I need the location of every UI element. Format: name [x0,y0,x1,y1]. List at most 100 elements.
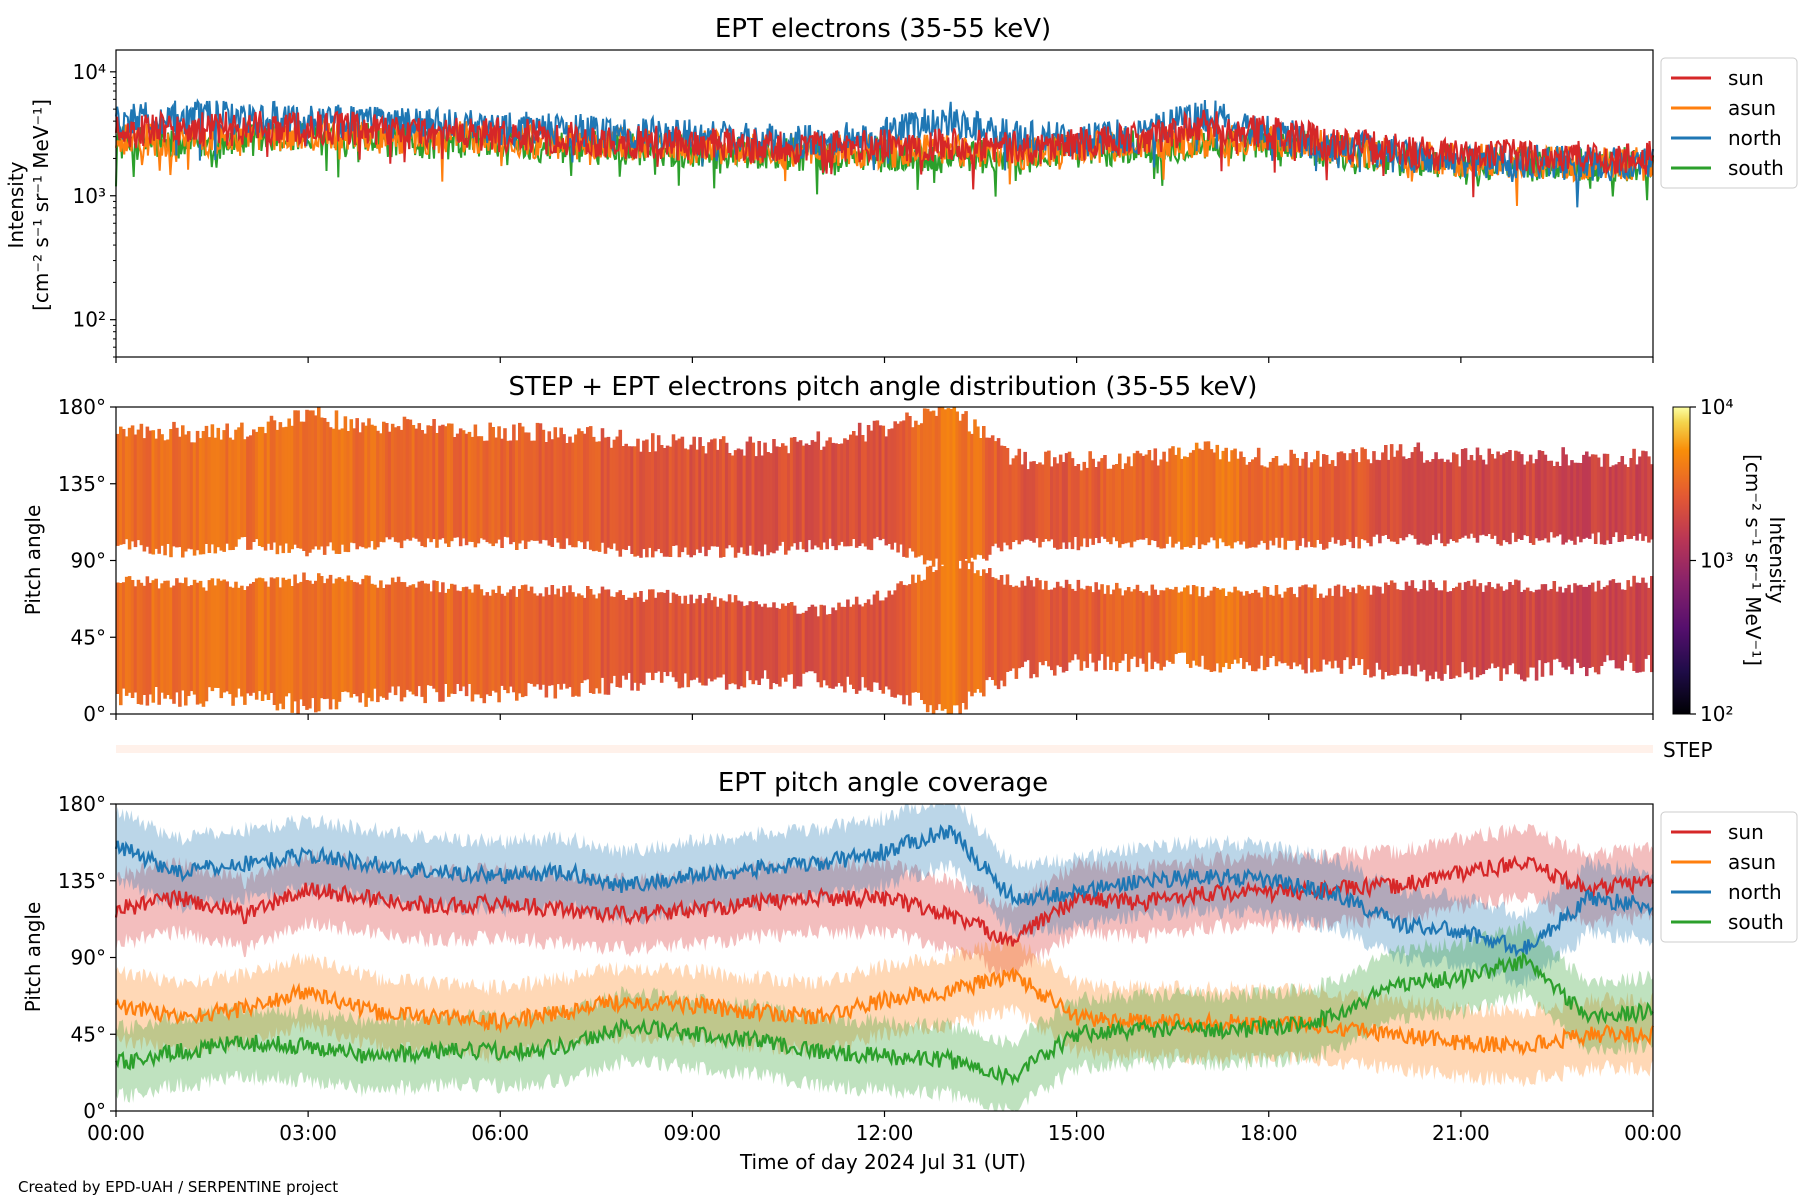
heatmap-cell [869,430,874,551]
heatmap-cell [996,579,1001,690]
heatmap-cell [1537,589,1542,661]
heatmap-cell [1094,582,1098,672]
heatmap-cell [331,428,336,551]
heatmap-cell [1490,454,1494,539]
heatmap-cell [1295,458,1299,551]
heatmap-cell [645,599,649,673]
heatmap-cell [1360,447,1364,540]
heatmap-cell [902,420,906,557]
heatmap-cell [843,438,847,547]
heatmap-cell [1053,587,1057,676]
heatmap-cell [1153,448,1158,541]
heatmap-cell [414,428,419,539]
heatmap-cell [1245,591,1249,663]
heatmap-cell [184,434,188,552]
heatmap-cell [683,448,688,548]
heatmap-cell [627,446,631,546]
heatmap-cell [993,578,998,686]
heatmap-cell [1180,458,1184,550]
heatmap-cell [606,589,611,695]
heatmap-cell [337,429,342,554]
heatmap-cell [677,595,682,689]
heatmap-cell [1141,592,1146,664]
heatmap-cell [1023,585,1027,662]
heatmap-cell [745,605,750,672]
heatmap-cell [854,596,859,694]
heatmap-cell [1050,589,1054,671]
heatmap-cell [1635,582,1639,673]
heatmap-cell [825,440,829,550]
heatmap-cell [807,607,812,672]
heatmap-cell [1561,592,1565,668]
heatmap-cell [1316,598,1320,672]
heatmap-cell [822,605,826,681]
heatmap-cell [719,439,723,558]
heatmap-cell [875,590,880,683]
heatmap-cell [1307,587,1311,659]
heatmap-cell [1351,587,1356,666]
heatmap-cell [713,596,717,680]
heatmap-cell [1055,463,1060,550]
heatmap-cell [1422,580,1427,670]
heatmap-cell [958,420,962,561]
heatmap-cell [485,440,490,543]
heatmap-cell [529,586,534,684]
panel1-ytick-label: 10² [73,308,106,332]
heatmap-cell [925,566,930,713]
heatmap-cell [651,589,655,681]
panel3-series-south [114,951,1654,1087]
heatmap-cell [934,415,939,559]
heatmap-cell [854,435,859,548]
heatmap-cell [1623,464,1627,535]
heatmap-cell [730,602,735,684]
heatmap-cell [902,584,906,705]
heatmap-cell [1357,584,1361,666]
heatmap-cell [713,438,717,547]
panel3-y-ticks: 0° 45° 90° 135° 180° [58,792,116,1123]
panel3-series-sun [114,854,1654,947]
heatmap-cell [512,424,516,543]
heatmap-cell [426,583,430,686]
heatmap-cell [1375,459,1379,535]
heatmap-cell [1221,450,1226,543]
heatmap-cell [985,573,989,681]
heatmap-cell [834,443,838,551]
heatmap-cell [266,586,271,700]
heatmap-cell [990,577,995,680]
heatmap-cell [961,560,965,703]
heatmap-cell [594,598,599,689]
heatmap-cell [1608,580,1613,661]
heatmap-cell [606,436,611,548]
heatmap-cell [1354,593,1359,659]
heatmap-cell [133,586,138,693]
heatmap-cell [547,431,552,546]
heatmap-cell [860,606,865,678]
heatmap-cell [1221,588,1226,668]
heatmap-cell [467,431,472,542]
heatmap-cell [597,593,602,694]
heatmap-cell [1200,587,1205,656]
heatmap-cell [1452,452,1456,541]
heatmap-cell [207,437,212,553]
heatmap-cell [402,582,407,698]
panel1-x-ticks [115,357,1654,363]
heatmap-cell [178,436,182,548]
heatmap-cell [1605,585,1610,656]
heatmap-cell [834,610,838,687]
heatmap-cell [1593,591,1598,673]
heatmap-cell [1469,455,1474,534]
heatmap-cell [648,452,652,548]
heatmap-cell [1410,580,1415,676]
heatmap-cell [609,596,614,684]
heatmap-cell [181,425,185,558]
heatmap-cell [798,440,803,542]
heatmap-cell [1647,456,1651,543]
heatmap-cell [225,581,229,692]
heatmap-cell [612,596,617,676]
heatmap-cell [240,585,244,697]
heatmap-cell [1115,464,1119,542]
heatmap-cell [1617,462,1622,542]
heatmap-cell [186,431,191,549]
legend1-asun-label: asun [1728,96,1776,120]
heatmap-cell [698,594,702,683]
